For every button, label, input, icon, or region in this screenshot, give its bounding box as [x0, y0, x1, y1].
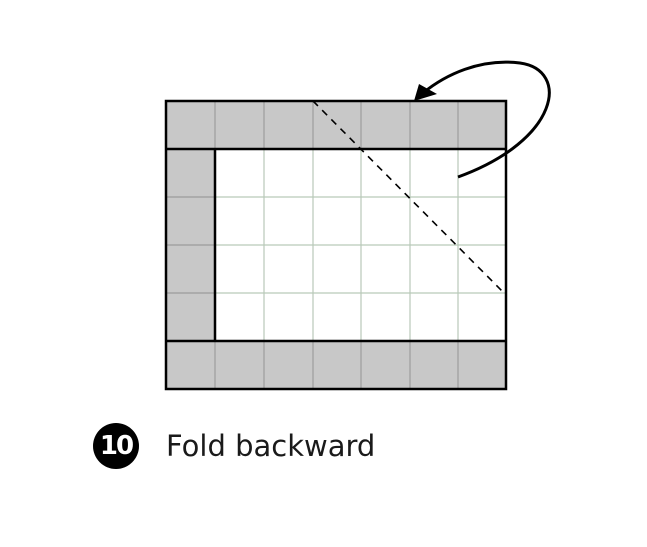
bottom-folded-strip — [166, 341, 506, 389]
white-area-grid — [215, 149, 506, 341]
paper-square — [164, 99, 508, 391]
fold-line-dashed — [312, 100, 507, 296]
paper-outline — [164, 99, 508, 391]
curved-arrow-icon — [414, 60, 551, 179]
shaded-strip-grid — [166, 101, 459, 389]
step-caption: Fold backward — [166, 429, 376, 463]
strip-edges — [166, 147, 506, 343]
step-number-badge: 10 — [93, 423, 139, 469]
top-folded-strip — [166, 101, 506, 149]
